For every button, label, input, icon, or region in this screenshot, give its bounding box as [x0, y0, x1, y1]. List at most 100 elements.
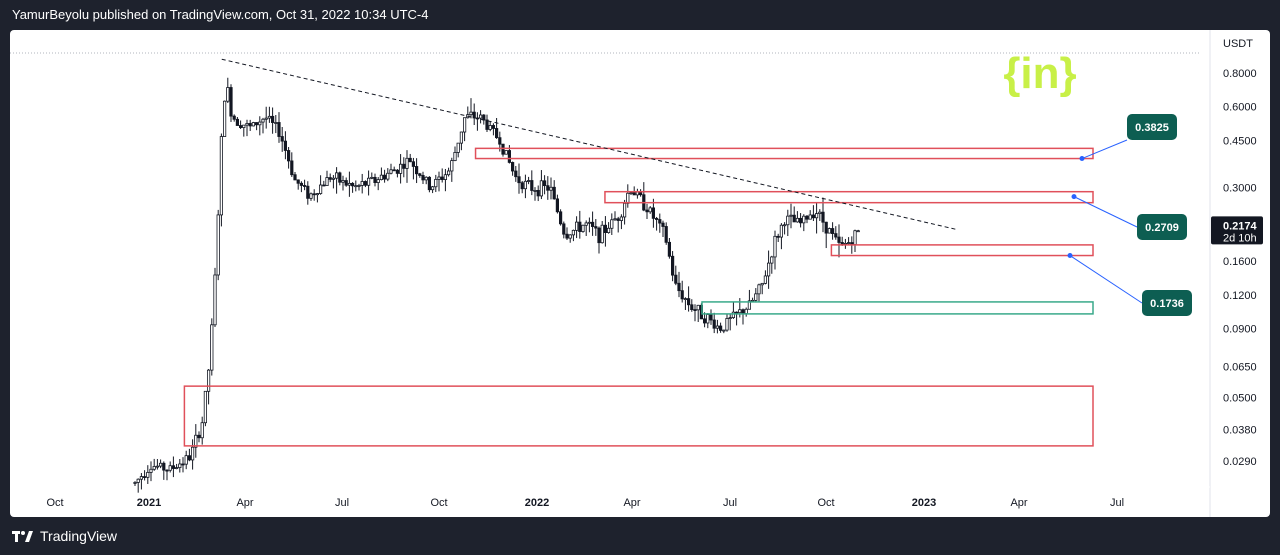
candle-body — [328, 177, 332, 180]
candle-body — [133, 482, 137, 484]
candle-body — [350, 182, 355, 187]
candle-body — [760, 282, 764, 286]
candle-body — [286, 150, 291, 162]
candle-body — [779, 224, 784, 238]
candle-body — [840, 242, 844, 245]
candle-body — [155, 465, 159, 468]
watermark-logo: {in} — [1003, 49, 1076, 98]
candle-body — [767, 262, 771, 277]
candle-body — [597, 227, 601, 244]
candle-body — [658, 219, 662, 224]
candle-body — [776, 235, 780, 238]
candle-body — [395, 169, 400, 174]
candle-body — [789, 214, 793, 217]
candle-body — [235, 118, 239, 126]
last-price-label: 0.2174 — [1223, 220, 1258, 232]
candle-body — [831, 228, 835, 234]
candle-body — [414, 166, 419, 175]
candle-body — [783, 224, 787, 227]
candle-body — [248, 123, 252, 127]
candle-body — [437, 176, 441, 180]
candle-body — [366, 177, 371, 186]
time-tick-label: 2022 — [525, 497, 549, 509]
candle-body — [543, 180, 547, 187]
trendline-group — [221, 58, 957, 230]
candle-body — [799, 217, 803, 224]
chart-panel[interactable]: 0.3825 0.2709 0.1736 {in} USDT 0.8000 0.600… — [10, 30, 1270, 517]
candle-body — [299, 182, 304, 186]
candle-body — [306, 185, 310, 199]
candle-body — [533, 190, 537, 192]
price-tick-label: 0.4500 — [1223, 135, 1257, 147]
candle-body — [539, 180, 544, 197]
candle-body — [370, 176, 374, 179]
candle-body — [136, 478, 140, 483]
candle-body — [379, 174, 384, 181]
candle-body — [344, 180, 348, 186]
candle-body — [251, 122, 255, 127]
candle-body — [827, 228, 832, 234]
candle-body — [488, 125, 492, 130]
descending-trendline — [221, 58, 957, 230]
candle-body — [818, 211, 822, 215]
candle-body — [847, 242, 851, 244]
candle-body — [520, 182, 524, 190]
candle-body — [482, 114, 486, 121]
resistance-zone-3 — [830, 244, 1094, 257]
callout-connector — [1081, 139, 1128, 160]
candle-body — [728, 317, 732, 320]
callout-anchor-dot — [1079, 156, 1085, 162]
candle-body — [494, 128, 499, 139]
candle-body — [213, 274, 217, 326]
price-tick-label: 0.3000 — [1223, 183, 1257, 195]
candle-body — [200, 422, 204, 439]
candle-body — [302, 185, 307, 187]
candle-body — [411, 161, 416, 167]
candle-body — [434, 178, 438, 188]
price-tick-label: 0.8000 — [1223, 68, 1257, 80]
candle-body — [725, 318, 729, 331]
candle-body — [690, 304, 694, 311]
candle-body — [703, 318, 707, 324]
callout-price-label: 0.2709 — [1145, 222, 1179, 234]
callouts-group: 0.3825 0.2709 0.1736 — [1067, 114, 1192, 316]
candle-body — [267, 115, 272, 119]
candle-body — [258, 121, 262, 126]
candle-body — [735, 311, 739, 314]
zones-group — [183, 147, 1094, 447]
candle-body — [527, 180, 531, 182]
candle-body — [523, 180, 528, 190]
candle-body — [629, 192, 633, 194]
candle-body — [398, 163, 403, 174]
candle-body — [584, 222, 588, 226]
candle-body — [802, 215, 806, 224]
candle-body — [347, 182, 352, 186]
candle-body — [363, 181, 368, 186]
candle-body — [715, 325, 720, 329]
candle-body — [210, 324, 214, 371]
candle-body — [578, 221, 582, 232]
resistance-zone-1 — [474, 147, 1094, 160]
candle-body — [309, 193, 313, 199]
candle-body — [530, 180, 534, 191]
candle-body — [462, 117, 467, 133]
time-tick-label: Apr — [236, 497, 253, 509]
candle-body — [229, 87, 233, 117]
candle-body — [238, 125, 243, 128]
candle-body — [261, 118, 265, 123]
candle-body — [677, 282, 681, 292]
time-tick-label: Jul — [335, 497, 349, 509]
candle-body — [187, 455, 191, 461]
candle-body — [181, 463, 185, 466]
candle-body — [795, 217, 800, 223]
candle-body — [318, 184, 323, 194]
candle-body — [632, 192, 636, 196]
candle-body — [338, 172, 342, 183]
footer-brand: TradingView — [40, 528, 118, 544]
candle-body — [254, 122, 259, 126]
candle-body — [549, 186, 553, 191]
candle-body — [322, 184, 326, 187]
candle-body — [824, 221, 828, 234]
price-chart[interactable]: 0.3825 0.2709 0.1736 {in} USDT 0.8000 0.600… — [10, 30, 1270, 517]
footer: TradingView — [12, 524, 117, 548]
